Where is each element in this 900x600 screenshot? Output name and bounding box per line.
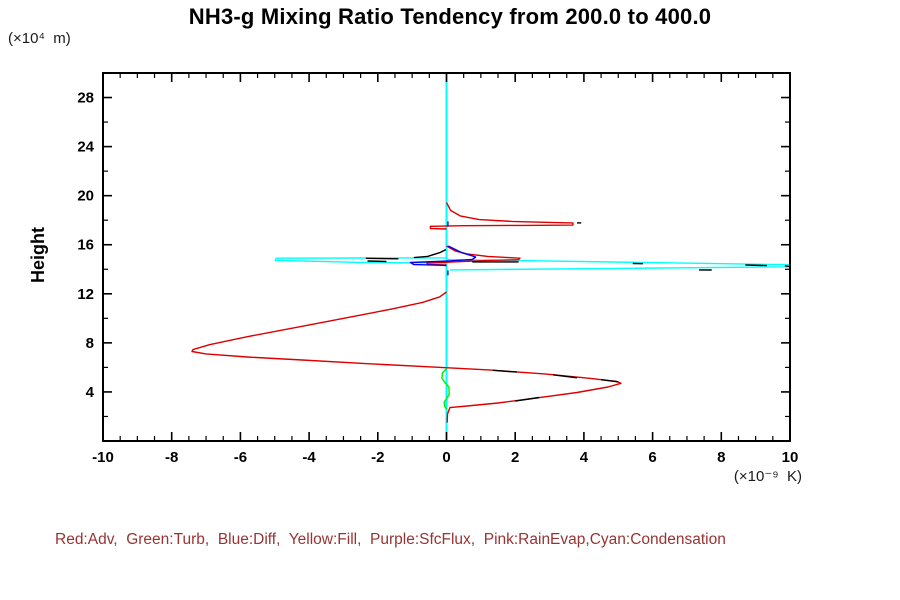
series-color-legend: Red:Adv, Green:Turb, Blue:Diff, Yellow:F… [55, 531, 726, 548]
y-tick-label: 16 [77, 237, 94, 254]
series-unlabeled-black-overlay [365, 257, 399, 260]
series-diff [409, 245, 477, 267]
series-unlabeled-black-overlay [492, 369, 517, 373]
series-unlabeled-black-overlay [745, 264, 768, 267]
x-tick-label: -6 [234, 449, 247, 466]
x-tick-label: 4 [580, 449, 589, 466]
y-tick-label: 20 [77, 188, 94, 205]
y-tick-label: 12 [77, 286, 94, 303]
series-unlabeled-black-overlay [367, 260, 387, 263]
series-condensation [446, 258, 791, 271]
y-tick-label: 28 [77, 90, 94, 107]
x-tick-label: -2 [371, 449, 384, 466]
x-axis-unit-label: (×10⁻⁹ K) [733, 468, 802, 485]
x-tick-label: 10 [782, 449, 799, 466]
y-tick-label: 24 [77, 139, 94, 156]
series-unlabeled-black-overlay [601, 379, 619, 383]
x-tick-label: 2 [511, 449, 519, 466]
y-tick-label: 8 [86, 335, 94, 352]
x-tick-label: 8 [717, 449, 725, 466]
chart-title: NH3-g Mixing Ratio Tendency from 200.0 t… [188, 4, 712, 29]
x-tick-label: 6 [648, 449, 656, 466]
series-adv [191, 291, 622, 423]
series-turb [441, 368, 450, 410]
series-unlabeled-black-overlay [552, 374, 578, 379]
series-unlabeled-black-overlay [413, 248, 447, 259]
x-tick-label: -10 [92, 449, 114, 466]
series-unlabeled-black-overlay [515, 396, 540, 402]
x-tick-label: -4 [302, 449, 316, 466]
y-tick-label: 4 [86, 384, 95, 401]
x-tick-label: -8 [165, 449, 178, 466]
y-axis-unit-label: (×10⁴ m) [8, 30, 71, 47]
series-adv [429, 202, 574, 230]
x-tick-label: 0 [442, 449, 450, 466]
